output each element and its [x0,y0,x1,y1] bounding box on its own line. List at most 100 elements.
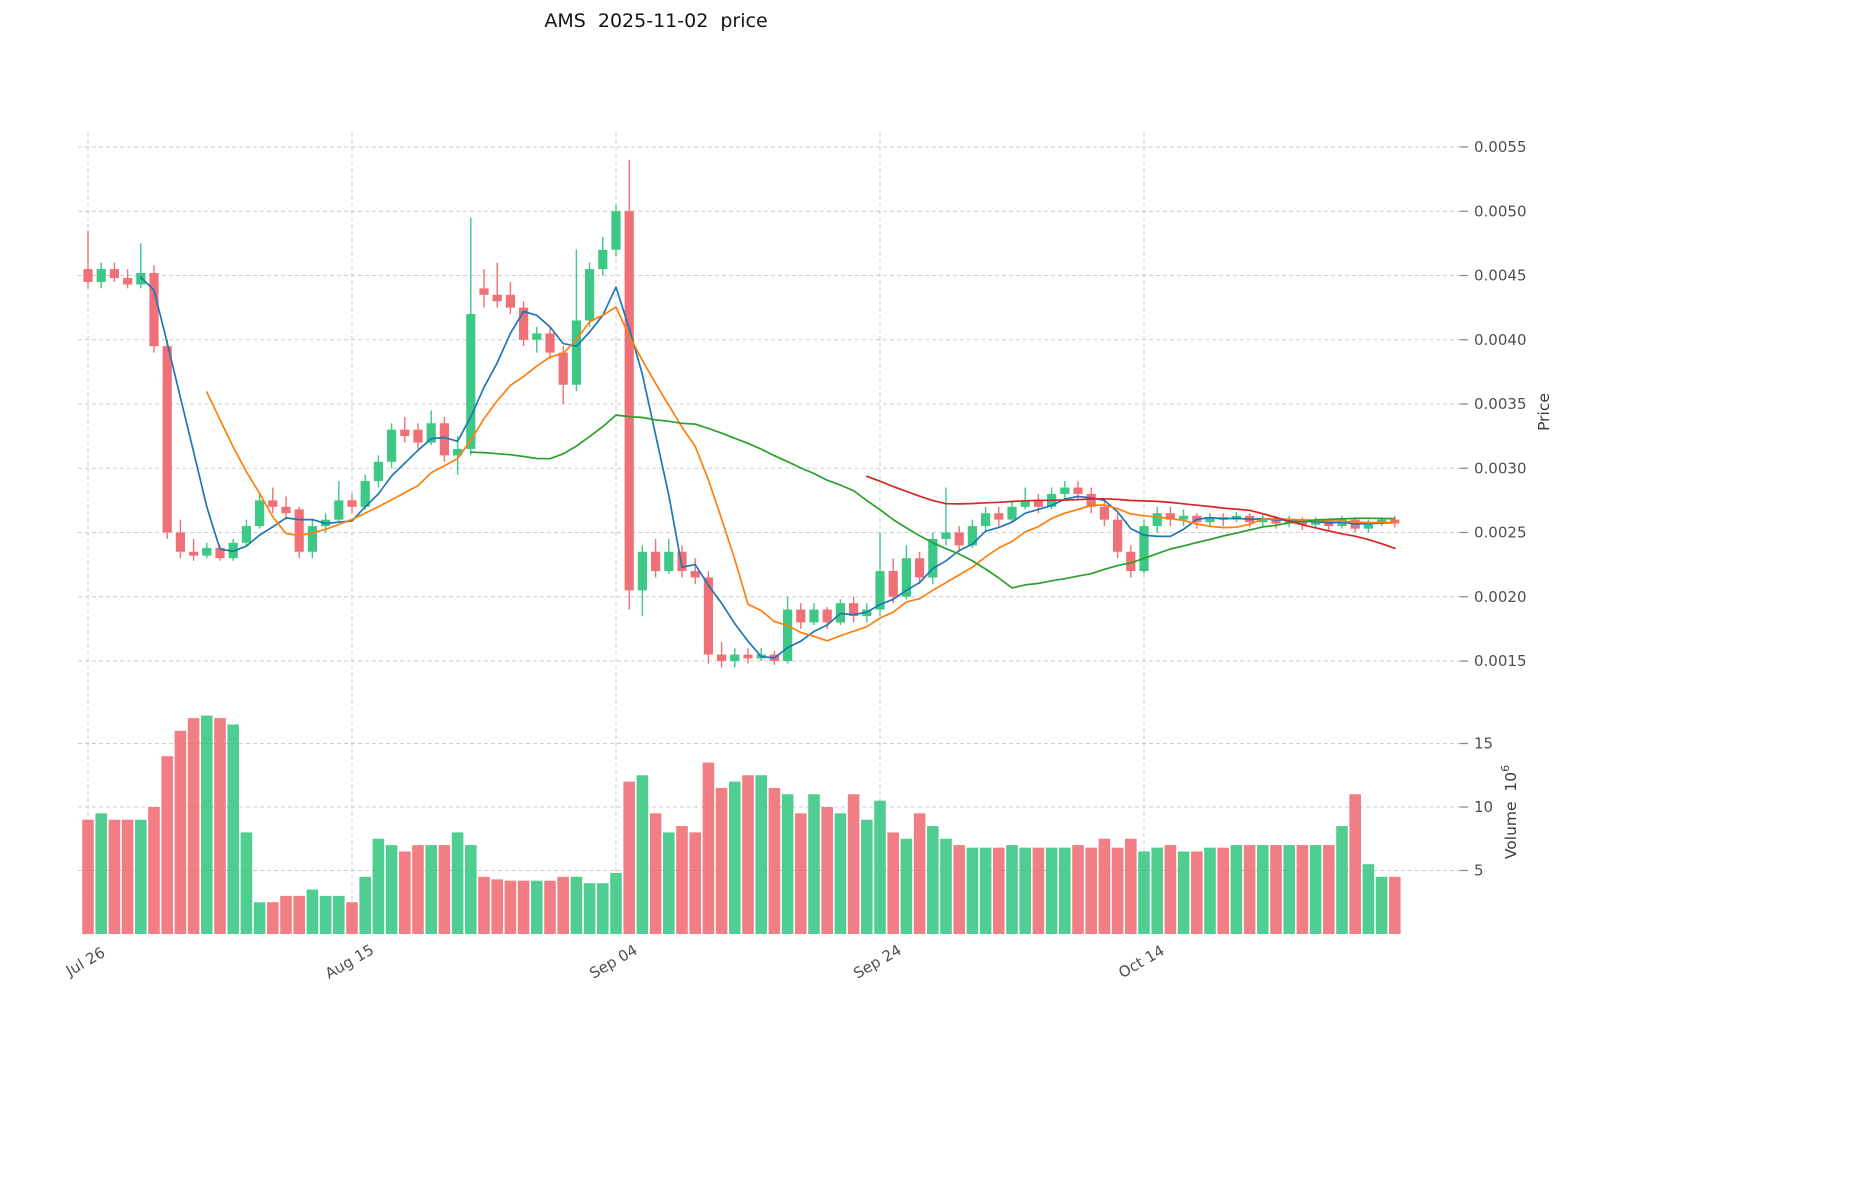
volume-bar [636,775,649,934]
candle-body [1073,487,1083,494]
ma30-line [469,414,1396,589]
candle-body [453,448,463,456]
volume-bar [623,781,635,934]
candle-body [189,551,199,556]
volume-bar [1243,845,1256,934]
volume-bar [1257,845,1269,934]
volume-bar [729,781,741,934]
candle-body [730,654,740,661]
volume-axis: 5 10 15 [1460,735,1493,880]
volume-bar [993,847,1005,934]
volume-bar [979,847,992,934]
candle-body [426,423,436,443]
candle-body [307,526,317,552]
candle-body [598,249,608,270]
candle-body [96,269,106,282]
candlesticks [83,159,1400,668]
candle-body [1086,493,1096,507]
volume-bar [1072,845,1084,934]
volume-axis-label-text: Volume 10 [1502,772,1520,859]
candle-body [83,269,93,282]
volume-bar [900,838,913,934]
volume-bar [1309,845,1322,934]
volume-bar [913,813,926,934]
volume-bar [399,851,411,934]
candle-body [505,294,515,308]
volume-bar [1191,851,1203,934]
candle-body [1179,515,1189,520]
candle-body [1139,526,1149,572]
date-tick-label: Jul 26 [62,943,108,980]
volume-bar [1059,847,1071,934]
candle-body [149,272,159,347]
price-axis: 0.0015 0.0020 0.0025 0.0030 0.0035 0.0040 0.00… [1460,138,1527,670]
volume-bar [768,787,781,934]
candle-body [413,429,423,443]
volume-bar [953,845,965,934]
candle-body [664,551,674,572]
candle-body [571,320,581,385]
volume-bar [1230,845,1243,934]
price-tick-label: 0.0025 [1474,524,1527,542]
candle-body [690,571,700,578]
volume-bar [1098,838,1111,934]
candle-body [136,272,146,285]
price-tick-label: 0.0020 [1474,588,1527,606]
volume-bar [1323,845,1335,934]
candle-body [1060,487,1070,494]
candle-body [1152,513,1162,527]
candle-body [822,609,832,623]
candle-body [532,333,542,340]
volume-bar [108,819,121,934]
candle-body [373,461,383,482]
candle-body [215,547,225,559]
volume-bar [1177,851,1190,934]
volume-bar [372,838,385,934]
candle-body [624,211,634,591]
chart-title: AMS 2025-11-02 price [544,10,767,32]
candle-body [334,500,344,520]
volume-bar [240,832,253,934]
candle-body [703,577,713,655]
volume-bar [253,902,266,934]
volume-bar [1111,847,1124,934]
candle-body [175,532,185,552]
candle-body [492,294,502,302]
volume-bar [214,718,226,934]
volume-bar [1389,876,1401,934]
price-tick-label: 0.0015 [1474,652,1527,670]
volume-bar [174,730,187,934]
volume-bar [1125,838,1137,934]
candle-body [1007,506,1017,520]
candle-body [809,609,819,623]
price-tick-label: 0.0045 [1474,267,1527,285]
candle-body [479,288,489,295]
candle-body [611,211,621,250]
candle-body [1311,520,1321,525]
candle-body [255,500,265,527]
volume-bar [1362,864,1375,934]
volume-bar [82,819,94,934]
candle-body [928,538,938,578]
volume-bar [742,775,754,934]
volume-bar [1019,847,1031,934]
candle-body [268,500,278,507]
volume-bar [966,847,979,934]
volume-bar [517,880,530,934]
date-tick-label: Sep 24 [850,941,904,983]
candle-body [994,513,1004,520]
volume-axis-label: Volume 106 [1499,765,1520,859]
volume-bar [1204,847,1216,934]
volume-bar [834,813,847,934]
ma10-line [205,306,1396,642]
volume-bar [808,794,820,934]
candle-body [637,551,647,591]
volume-bar [293,895,305,934]
volume-bar [781,794,794,934]
candle-body [360,481,370,507]
volume-bar [927,826,939,934]
volume-bar [715,787,728,934]
volume-bar [135,819,147,934]
candle-body [1258,518,1268,523]
